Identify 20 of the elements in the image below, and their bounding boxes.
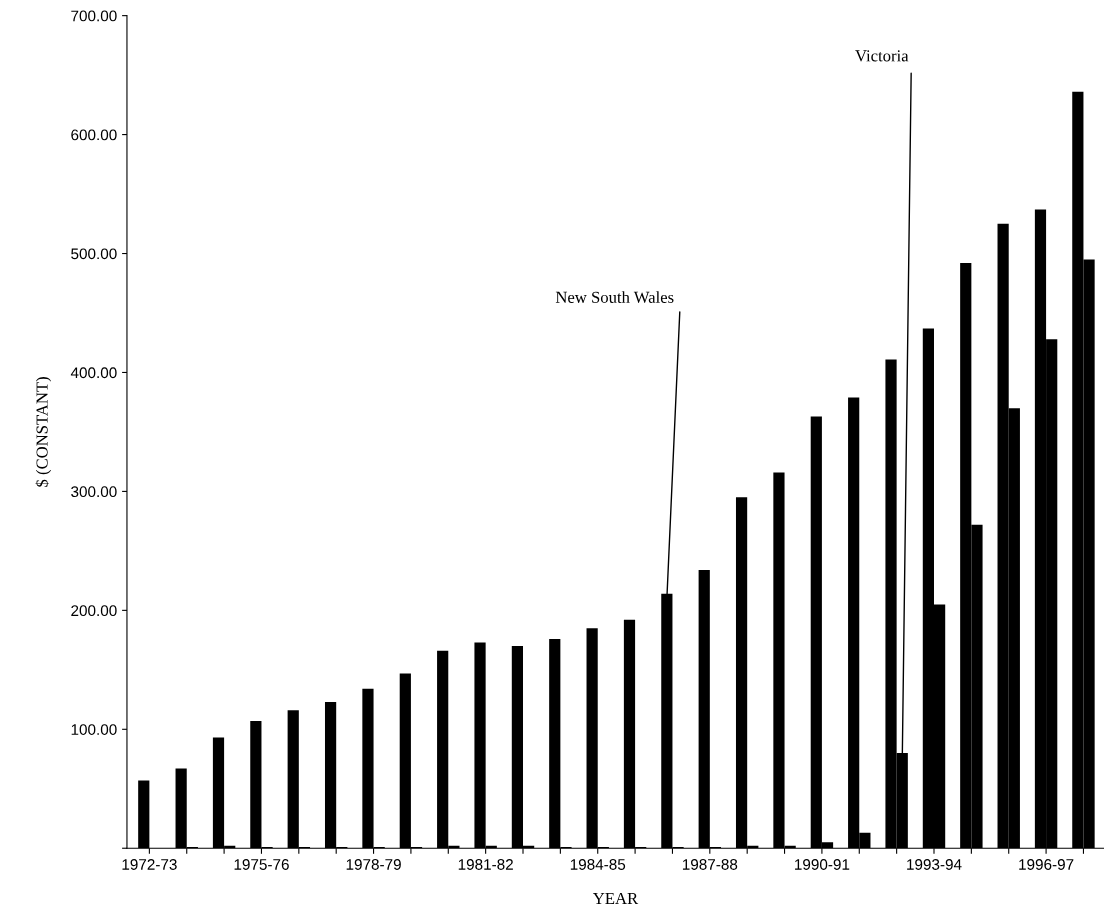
y-tick-label: 400.00 — [70, 367, 117, 379]
x-tick-label: 1987-88 — [682, 859, 738, 870]
y-tick-label: 300.00 — [71, 486, 117, 498]
x-tick-label: 1996-97 — [1019, 859, 1074, 870]
x-tick-label: 1990-91 — [795, 859, 850, 870]
x-tick-label: 1975-76 — [234, 859, 289, 870]
y-tick-label: 100.00 — [71, 724, 117, 735]
x-axis-title: YEAR — [592, 892, 639, 904]
y-tick-label: 700.00 — [71, 10, 117, 22]
x-tick-label: 1972-73 — [122, 859, 177, 870]
text: Victoria — [855, 50, 909, 62]
y-axis-title: $ (CONSTANT) — [35, 377, 52, 487]
x-tick-label: 1981-82 — [458, 859, 513, 870]
x-tick-label: 1993-94 — [907, 859, 962, 870]
x-tick-label: 1984-85 — [570, 859, 626, 870]
y-tick-label: 600.00 — [71, 129, 117, 141]
x-tick-label: 1978-79 — [346, 859, 401, 870]
y-tick-label: 500.00 — [71, 248, 117, 260]
text: New South Wales — [555, 291, 674, 303]
y-tick-label: 200.00 — [71, 605, 117, 617]
